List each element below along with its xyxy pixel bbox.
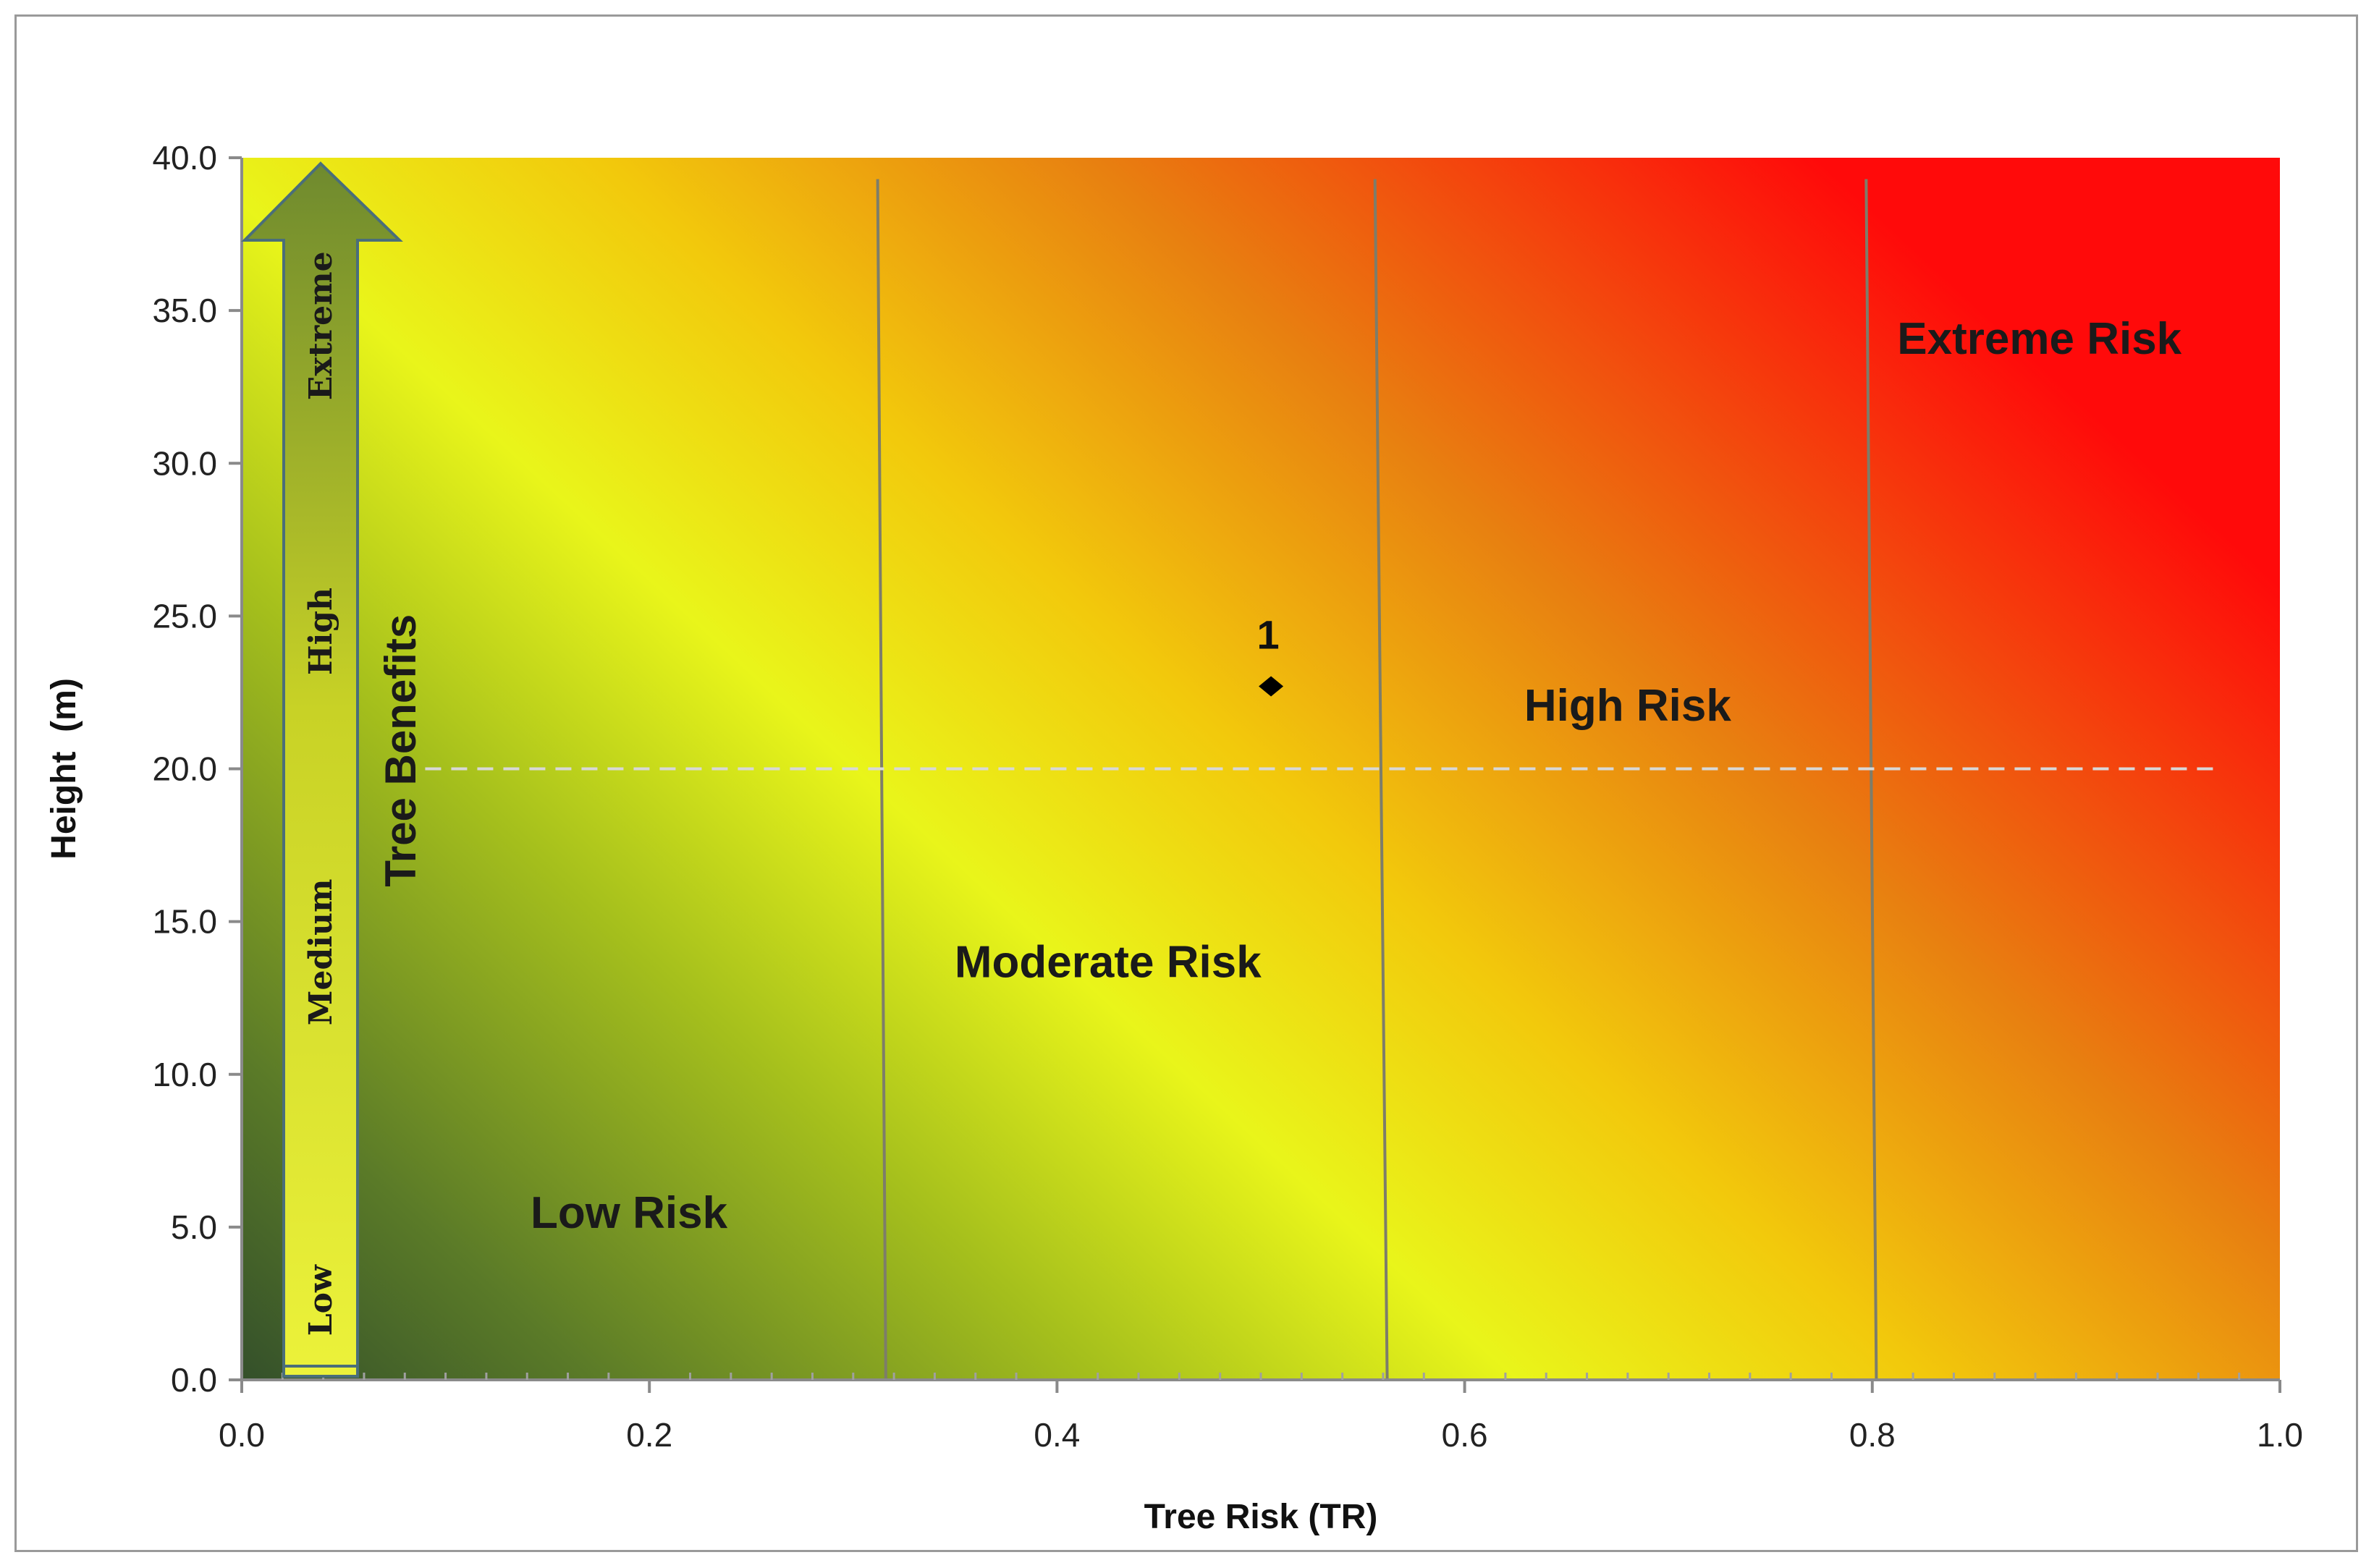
zone-label-high-risk: High Risk: [1524, 681, 1731, 731]
tree-benefits-title: Tree Benefits: [376, 614, 425, 887]
zone-labels: Low Risk Moderate Risk High Risk Extreme Ri…: [531, 314, 2182, 1238]
benefit-level-high: High: [303, 588, 339, 675]
y-axis-ticks: 0.0 5.0 10.0 15.0 20.0 25.0 30.0 35.0 40.0: [152, 139, 242, 1399]
y-axis-title: Height (m): [45, 678, 83, 860]
tree-benefits-arrow: Low Medium High Extreme: [241, 161, 403, 1378]
zone-label-low-risk: Low Risk: [531, 1188, 728, 1238]
data-point-marker: [1259, 676, 1284, 697]
benefit-level-low: Low: [303, 1264, 339, 1336]
zone-label-moderate-risk: Moderate Risk: [955, 938, 1262, 988]
x-tick-label: 0.0: [219, 1416, 265, 1454]
x-axis-title: Tree Risk (TR): [1144, 1498, 1378, 1536]
y-tick-label: 40.0: [152, 139, 217, 177]
x-tick-label: 0.8: [1849, 1416, 1896, 1454]
y-tick-label: 15.0: [152, 903, 217, 941]
x-tick-label: 0.4: [1034, 1416, 1080, 1454]
y-tick-label: 30.0: [152, 444, 217, 482]
benefit-level-extreme: Extreme: [303, 251, 339, 400]
x-tick-label: 0.6: [1442, 1416, 1488, 1454]
up-arrow-icon: [241, 161, 403, 1378]
y-tick-label: 35.0: [152, 292, 217, 329]
zone-boundaries: [876, 179, 1878, 1381]
y-tick-label: 10.0: [152, 1056, 217, 1093]
y-tick-label: 5.0: [171, 1208, 217, 1246]
zone-boundary-line-2: [1373, 179, 1389, 1381]
zone-boundary-line-3: [1864, 179, 1878, 1381]
data-points: 1: [1257, 611, 1284, 697]
x-tick-label: 0.2: [626, 1416, 672, 1454]
benefit-levels: Low Medium High Extreme: [303, 251, 339, 1336]
y-tick-label: 0.0: [171, 1361, 217, 1399]
x-axis-ticks: 0.0 0.2 0.4 0.6 0.8 1.0: [219, 1373, 2303, 1454]
benefit-level-medium: Medium: [303, 878, 339, 1025]
y-tick-label: 25.0: [152, 597, 217, 635]
x-tick-label: 1.0: [2257, 1416, 2303, 1454]
y-tick-label: 20.0: [152, 750, 217, 788]
zone-boundary-line-1: [876, 179, 887, 1381]
data-point-label: 1: [1257, 611, 1280, 657]
zone-label-extreme-risk: Extreme Risk: [1897, 314, 2181, 364]
